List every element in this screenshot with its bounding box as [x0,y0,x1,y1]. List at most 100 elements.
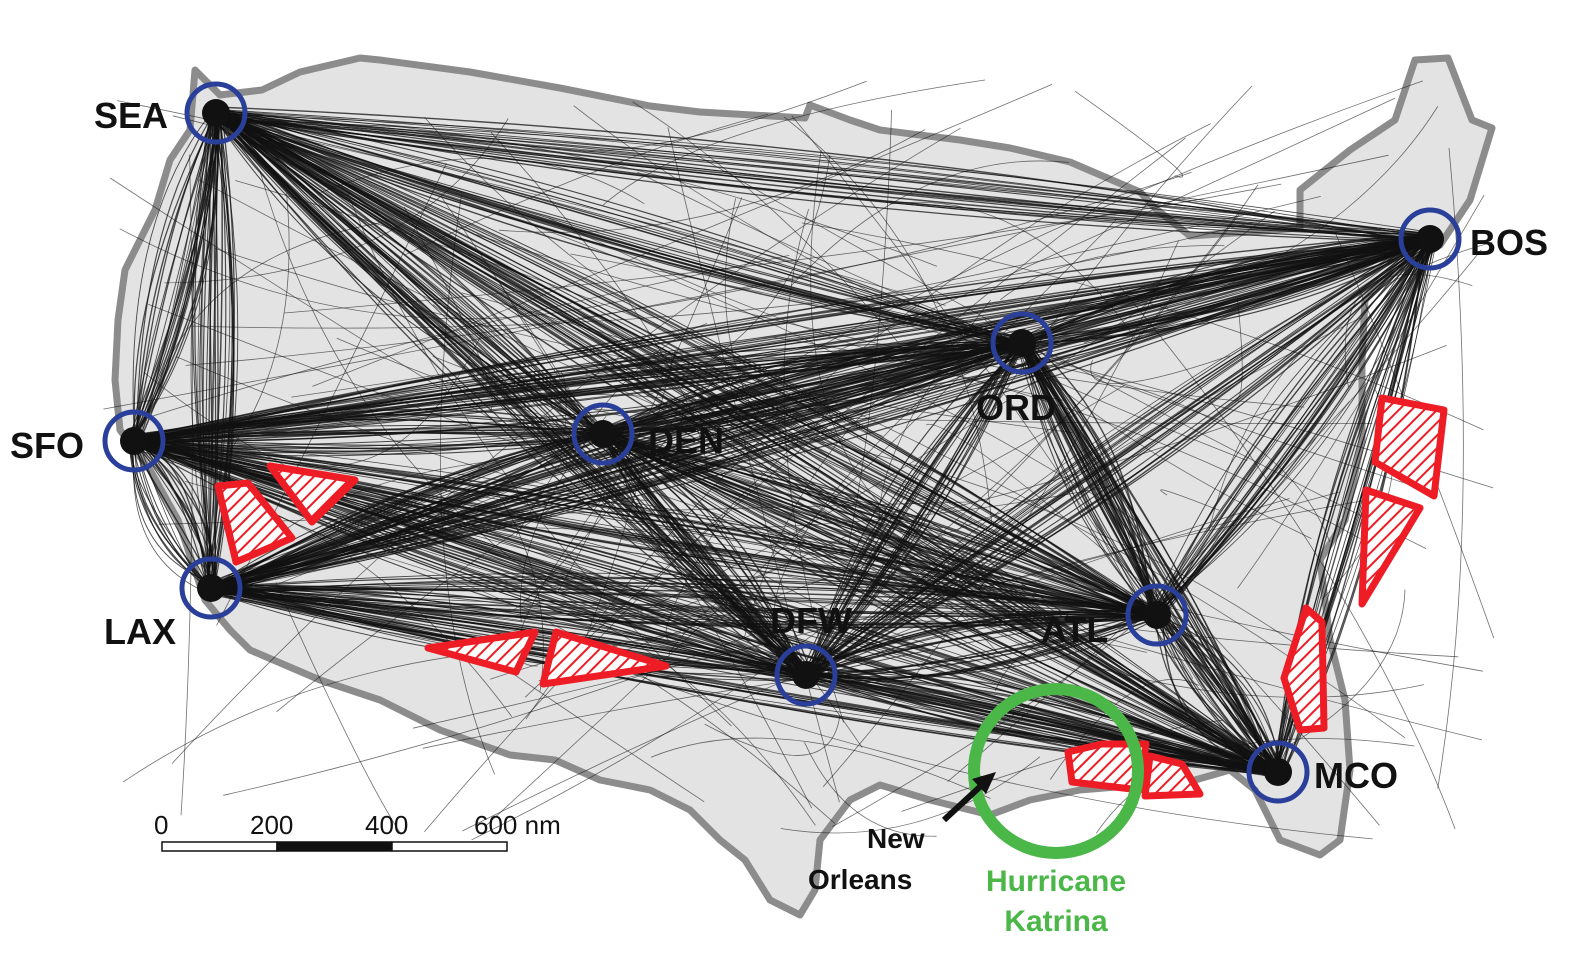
flight-track [536,431,1483,672]
flight-track [276,80,1424,713]
weather-zone-4 [539,628,670,688]
flight-track [214,433,600,589]
flight-track [879,299,992,548]
flight-track [220,116,1426,236]
flight-track [809,238,1427,676]
flight-track [683,146,1427,549]
flight-track [667,127,840,803]
weather-zone-7 [1280,604,1328,734]
flight-track [791,115,1194,679]
flight-track [214,430,601,592]
flight-track [538,492,1052,682]
flight-track [219,118,1019,338]
flight-track [804,610,1159,680]
flight-track [144,372,748,609]
flight-track [117,100,946,306]
flight-track [139,427,598,447]
flight-track [485,218,1118,827]
airport-label-sfo: SFO [10,425,84,466]
flight-track [808,611,1155,671]
flight-track [221,111,1425,241]
weather-zone-3 [424,628,539,676]
airport-label-den: DEN [648,420,724,461]
flight-track [724,198,758,417]
flight-track [211,234,1430,593]
flight-track [573,105,1248,461]
flight-track [214,342,1019,589]
flight-track [422,675,824,749]
flight-track [520,416,607,623]
flight-track [1162,616,1273,772]
flight-track [810,150,905,529]
flight-track [476,234,1305,408]
flight-track [160,222,380,377]
airport-ring-mco [1246,740,1310,804]
flight-track [320,157,645,205]
flight-track [137,436,803,680]
airport-rings [102,81,1462,804]
flight-track [284,183,1282,314]
flight-track [403,113,769,256]
flight-track [602,79,986,206]
flight-track [822,240,1179,787]
flight-track [208,338,1025,593]
hub-core [202,99,230,127]
arrowhead-icon [972,772,996,794]
flight-track [210,118,1436,234]
flight-track [599,437,1282,769]
flight-track [1152,240,1435,613]
flight-track [799,339,1029,679]
airport-ring-dfw [774,643,838,707]
flight-track [1158,243,1429,611]
hurricane-label-line-2: Katrina [1004,905,1108,938]
flight-track [213,110,1433,242]
flight-track [164,118,509,284]
airport-label-sea: SEA [94,95,168,136]
flight-track [607,428,802,681]
flight-track [490,131,709,473]
flight-track [606,430,1276,776]
flight-track [957,184,1259,531]
flight-track [675,384,1125,610]
flight-track [217,109,1429,243]
flight-track [966,317,1361,564]
airport-label-lax: LAX [104,611,176,652]
flight-track [599,438,810,671]
airport-labels: SEA BOS ORD SFO DEN LAX DFW ATL MCO [10,95,1548,796]
flight-track [207,438,607,584]
flight-track [412,491,1340,729]
flight-track [214,344,1019,587]
flight-track [848,109,892,545]
flight-track [598,427,1162,622]
flight-track [214,248,1073,433]
flight-track [1027,341,1273,774]
flight-track [1159,616,1276,771]
flight-track [235,180,1406,739]
flight-track [132,107,216,446]
hub-core [1416,225,1444,253]
flight-track [1154,234,1433,620]
flight-track [524,137,1186,698]
scale-tick-200: 200 [250,810,293,840]
flight-track [783,208,844,723]
flight-track [219,111,1019,345]
flight-track [1151,613,1284,774]
flight-track [214,244,1427,583]
scale-segment-1 [161,841,278,852]
airport-label-bos: BOS [1470,222,1548,263]
flight-track [516,323,708,536]
flight-track [995,611,1146,692]
flight-track [205,113,223,588]
flight-track [556,370,567,435]
flight-track [1095,738,1415,834]
flight-track [469,583,816,826]
flight-track [136,408,601,446]
flight-track [947,249,1482,782]
flight-track [1027,645,1424,698]
flight-track [780,756,1041,834]
flight-track [291,196,1321,398]
flight-track [123,645,618,783]
flight-track [1118,284,1456,830]
flight-track [601,437,808,672]
flight-track [208,116,219,585]
